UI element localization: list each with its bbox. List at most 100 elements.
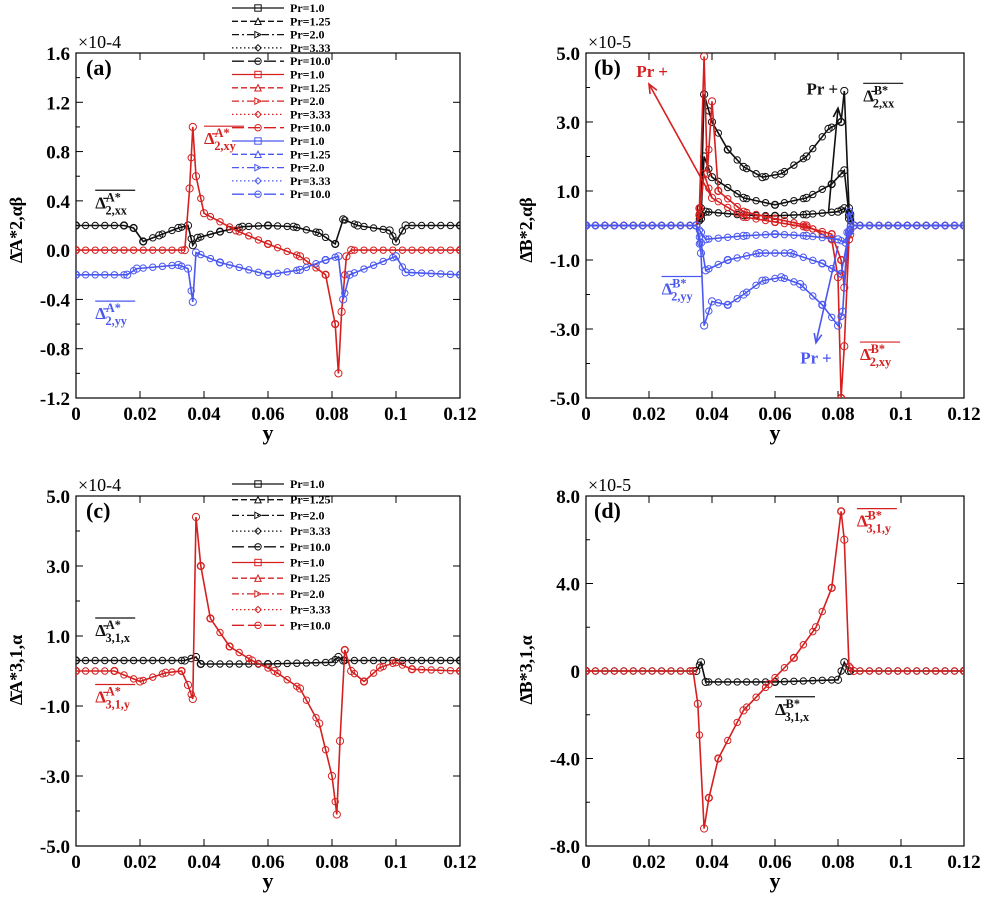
data-point-marker [245,232,253,240]
data-point-marker [752,215,760,223]
data-point-marker [840,166,849,175]
data-point-marker [135,677,145,686]
curve-annotation: Δ̄A* 2,yy [95,301,127,328]
data-point-marker [427,656,435,665]
data-point-marker [76,221,81,230]
data-point-marker [723,255,732,265]
data-point-marker [427,221,435,230]
data-point-marker [331,239,340,249]
y-tick-label: -5.0 [550,389,580,410]
data-point-marker [110,271,119,279]
legend-label: Pr=1.0 [290,1,325,15]
series-line [76,251,460,303]
legend-label: Pr=10.0 [290,187,331,201]
data-point-marker [91,271,99,279]
data-point-marker [959,221,964,230]
data-point-marker [188,694,197,704]
data-point-marker [701,207,710,216]
curve-annotation: Pr + [800,349,832,368]
legend-marker [253,16,263,25]
data-point-marker [705,208,713,216]
series-group [586,53,964,398]
data-point-marker [321,746,330,754]
legend-label: Pr=3.33 [290,174,331,188]
data-point-marker [283,676,291,684]
data-point-marker [770,200,780,209]
data-point-marker [315,228,324,237]
legend-marker [254,137,262,145]
y-tick-label: -1.0 [550,251,580,272]
data-point-marker [733,190,741,198]
data-point-marker [369,669,378,677]
trend-arrow-line [648,83,713,199]
data-point-marker [620,667,628,675]
legend-marker [254,543,262,551]
data-point-marker [692,221,701,230]
x-tick-label: 0.02 [123,852,156,873]
data-point-marker [707,117,717,127]
data-point-marker [254,222,263,230]
data-point-marker [369,656,378,665]
data-point-marker [770,211,780,220]
x-tick-label: 0.08 [821,404,854,425]
legend-marker [254,176,262,185]
legend-label: Pr=10.0 [290,540,331,554]
data-point-marker [790,211,798,219]
x-tick-label: 0.02 [632,404,665,425]
data-point-marker [931,221,940,230]
data-point-marker [335,736,345,746]
data-point-marker [321,270,330,279]
data-point-marker [401,221,410,230]
data-point-marker [446,246,455,254]
data-point-marker [427,269,435,278]
data-point-marker [437,221,445,230]
data-point-marker [586,666,591,676]
data-point-marker [295,684,305,693]
data-point-marker [802,193,811,202]
data-point-marker [758,173,767,182]
data-point-marker [950,221,959,230]
data-point-marker [856,221,864,230]
data-point-marker [177,656,186,665]
legend-label: Pr=1.25 [290,81,331,95]
y-tick-label: 5.0 [556,44,580,65]
data-point-marker [629,667,637,675]
data-point-marker [771,249,779,257]
data-point-marker [295,265,305,274]
data-point-marker [705,145,713,154]
x-tick-label: 0.1 [889,852,913,873]
data-point-marker [833,321,843,330]
data-point-marker [780,677,789,686]
data-point-marker [398,661,407,669]
data-point-marker [408,246,416,254]
data-point-marker [689,666,698,676]
data-point-marker [742,213,751,222]
x-tick-label: 0.1 [384,404,408,425]
data-point-marker [183,264,193,273]
legend-label: Pr=1.25 [290,147,331,161]
panel-b: -5.0 -3.0 -1.0 1.0 3.0 5.0 0 0.02 0.04 0.06 0.08 0.… [516,32,981,445]
data-point-marker [844,228,854,237]
data-point-marker [865,667,874,675]
legend-marker [254,621,262,629]
data-point-marker [840,535,849,544]
data-point-marker [263,270,273,279]
y-tick-label: 3.0 [556,113,580,134]
legend-label: Pr=10.0 [290,618,331,632]
legend-label: Pr=3.33 [290,41,331,55]
data-point-marker [254,236,263,244]
data-point-marker [799,253,808,261]
data-point-marker [369,246,378,254]
data-point-marker [235,660,243,668]
data-point-marker [81,246,90,254]
series-line [586,56,964,398]
data-point-marker [700,53,709,61]
data-point-marker [235,648,243,657]
data-point-marker [91,246,99,254]
data-point-marker [334,252,343,261]
data-point-marker [701,266,710,275]
data-point-marker [837,255,846,265]
data-point-marker [714,234,722,242]
data-point-marker [437,666,445,674]
data-point-marker [379,246,387,254]
